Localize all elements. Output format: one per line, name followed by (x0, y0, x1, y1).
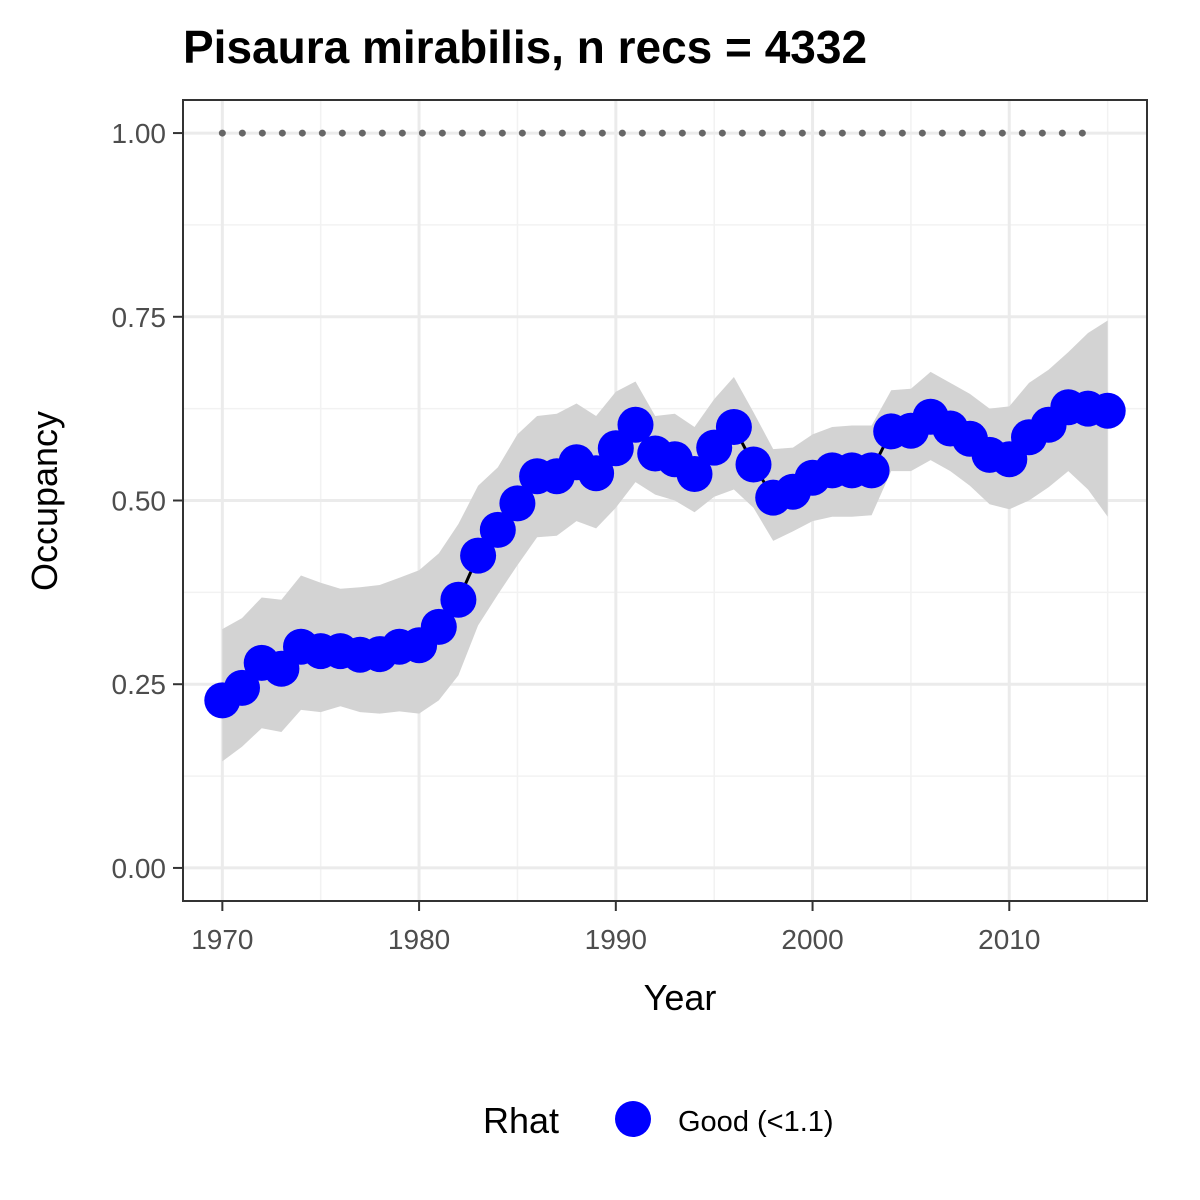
data-points-layer (204, 389, 1126, 719)
x-axis-title: Year (644, 977, 717, 1018)
y-tick-label: 0.00 (112, 853, 167, 884)
data-point (715, 409, 752, 445)
data-point (460, 537, 497, 574)
data-point (1089, 392, 1126, 429)
x-tick-label: 1990 (585, 924, 647, 955)
legend-title: Rhat (483, 1100, 559, 1141)
data-point (597, 430, 634, 467)
y-tick-label: 1.00 (112, 118, 167, 149)
data-point (420, 608, 457, 645)
legend: Rhat Good (<1.1) (483, 1100, 834, 1141)
confidence-ribbon (222, 320, 1108, 762)
data-point (578, 455, 615, 492)
y-tick-label: 0.25 (112, 669, 167, 700)
y-axis-title: Occupancy (24, 411, 65, 591)
legend-label-good: Good (<1.1) (678, 1106, 834, 1138)
x-axis-ticks: 1970 1980 1990 2000 2010 (191, 901, 1040, 955)
data-point (735, 446, 772, 483)
confidence-ribbon-layer (222, 320, 1108, 762)
chart-title: Pisaura mirabilis, n recs = 4332 (183, 21, 867, 73)
legend-key-good (615, 1101, 651, 1137)
y-tick-label: 0.50 (112, 486, 167, 517)
y-tick-label: 0.75 (112, 302, 167, 333)
data-point (479, 511, 516, 548)
data-point (440, 581, 477, 618)
data-point (499, 485, 536, 522)
data-point (853, 452, 890, 489)
data-point (676, 456, 713, 492)
x-tick-label: 2010 (978, 924, 1040, 955)
data-point (617, 406, 654, 443)
data-point (224, 669, 260, 706)
y-axis-ticks: 0.00 0.25 0.50 0.75 1.00 (112, 118, 183, 884)
x-tick-label: 1980 (388, 924, 450, 955)
x-tick-label: 1970 (191, 924, 253, 955)
x-tick-label: 2000 (781, 924, 843, 955)
